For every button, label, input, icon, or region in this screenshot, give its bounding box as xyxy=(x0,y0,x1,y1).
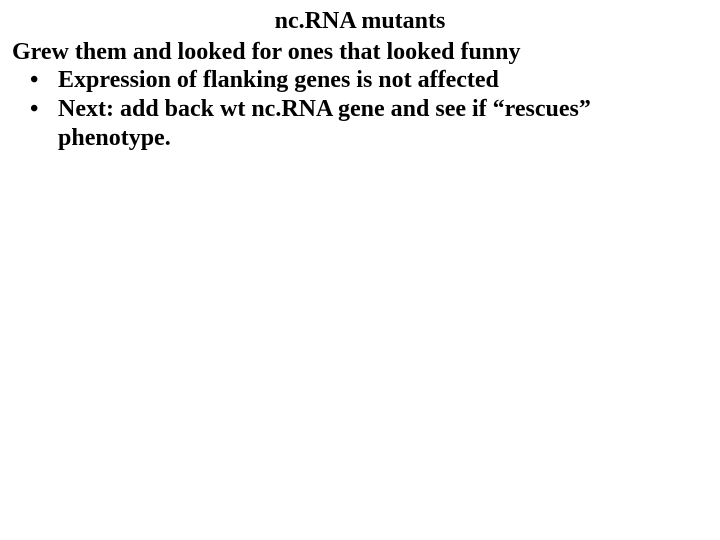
slide-subline: Grew them and looked for ones that looke… xyxy=(12,38,708,67)
list-item: Next: add back wt nc.RNA gene and see if… xyxy=(12,95,708,153)
slide-title: nc.RNA mutants xyxy=(12,8,708,36)
slide: nc.RNA mutants Grew them and looked for … xyxy=(0,0,720,540)
list-item: Expression of flanking genes is not affe… xyxy=(12,66,708,95)
bullet-list: Expression of flanking genes is not affe… xyxy=(12,66,708,152)
